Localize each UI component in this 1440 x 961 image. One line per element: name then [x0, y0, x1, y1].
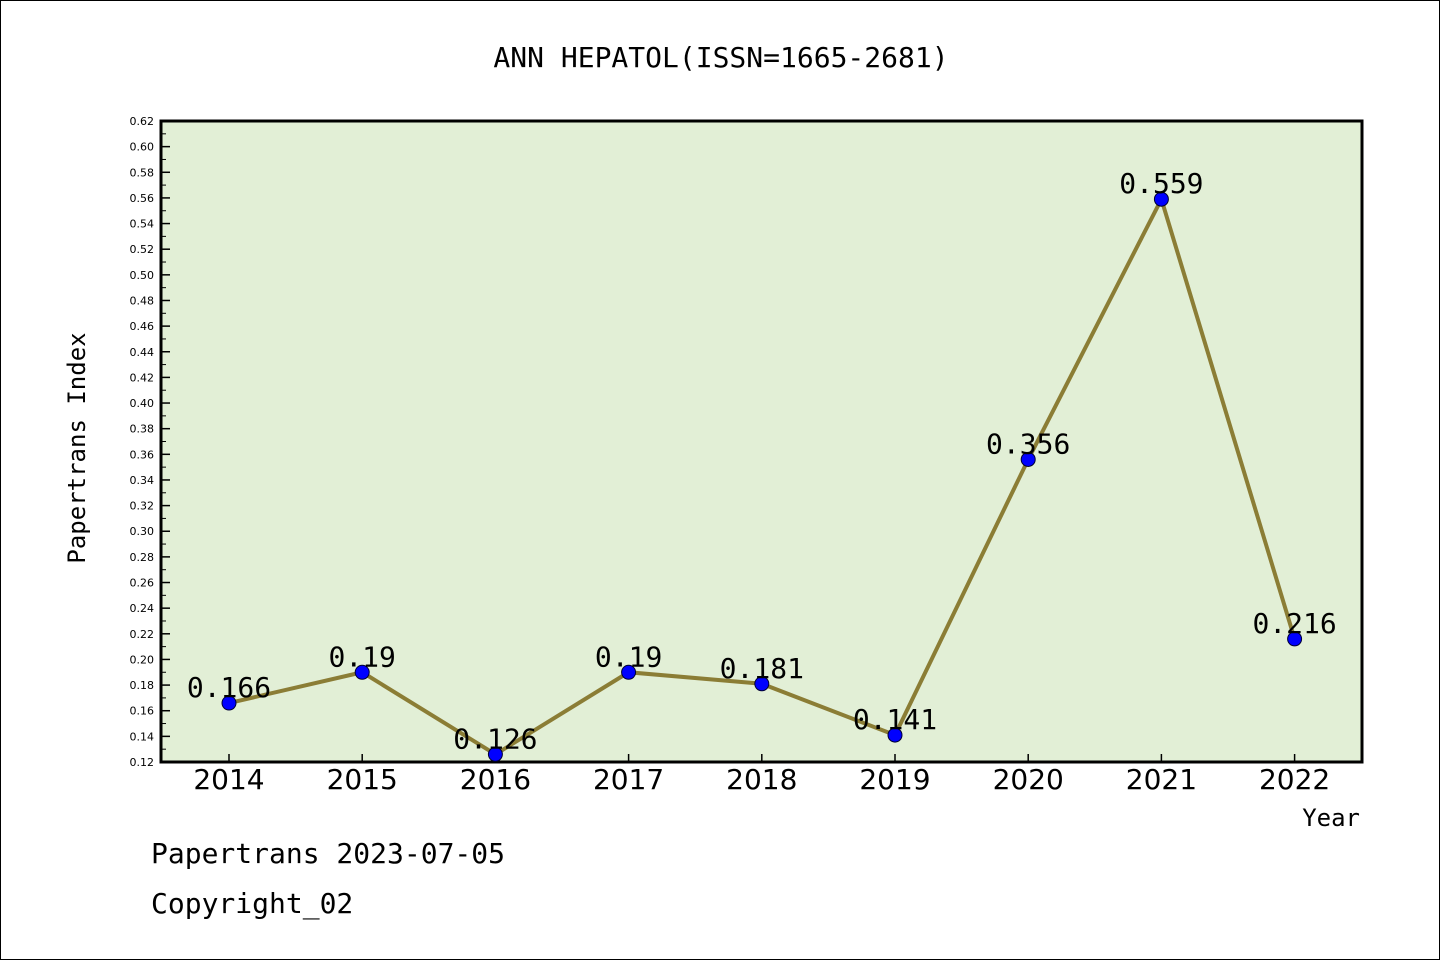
x-tick-label: 2022 — [1259, 763, 1330, 796]
y-tick-label: 0.32 — [130, 500, 155, 513]
data-point — [754, 676, 770, 692]
y-tick-label: 0.26 — [130, 577, 155, 590]
y-tick-label: 0.30 — [130, 525, 155, 538]
y-tick-label: 0.60 — [130, 141, 155, 154]
data-point — [354, 664, 370, 680]
data-label: 0.126 — [453, 722, 537, 755]
data-label: 0.559 — [1119, 167, 1203, 200]
y-tick-label: 0.46 — [130, 320, 155, 333]
data-point — [221, 695, 237, 711]
y-tick-label: 0.62 — [130, 115, 155, 128]
data-label: 0.356 — [986, 427, 1070, 460]
y-tick-label: 0.22 — [130, 628, 155, 641]
x-axis: 2014 2015 2016 2017 2018 2019 2020 2021 2022 — [193, 754, 1330, 796]
x-tick-label: 2015 — [327, 763, 398, 796]
y-tick-label: 0.24 — [130, 602, 155, 615]
y-tick-label: 0.12 — [130, 756, 155, 769]
y-tick-label: 0.38 — [130, 423, 155, 436]
x-tick-label: 2017 — [593, 763, 664, 796]
y-tick-label: 0.52 — [130, 243, 155, 256]
y-tick-label: 0.16 — [130, 705, 155, 718]
y-tick-label: 0.36 — [130, 448, 155, 461]
footer-date: Papertrans 2023-07-05 — [151, 837, 506, 870]
data-label: 0.141 — [853, 703, 937, 736]
y-tick-label: 0.34 — [130, 474, 155, 487]
y-tick-label: 0.54 — [130, 218, 155, 231]
y-tick-label: 0.50 — [130, 269, 155, 282]
data-label: 0.216 — [1252, 607, 1336, 640]
data-label: 0.19 — [595, 640, 662, 673]
x-axis-label: Year — [1302, 804, 1360, 832]
series-group — [221, 191, 1303, 762]
y-tick-label: 0.28 — [130, 551, 155, 564]
y-tick-label: 0.14 — [130, 730, 155, 743]
y-axis-label: Papertrans Index — [63, 332, 91, 563]
y-tick-label: 0.44 — [130, 346, 155, 359]
data-point — [1153, 191, 1169, 207]
y-tick-label: 0.48 — [130, 294, 155, 307]
data-point — [1287, 631, 1303, 647]
x-tick-label: 2021 — [1126, 763, 1197, 796]
x-tick-label: 2016 — [460, 763, 531, 796]
data-point — [487, 746, 503, 762]
data-label: 0.166 — [187, 671, 271, 704]
x-tick-label: 2019 — [859, 763, 930, 796]
y-tick-label: 0.56 — [130, 192, 155, 205]
data-label: 0.19 — [328, 640, 395, 673]
x-tick-label: 2014 — [193, 763, 264, 796]
data-point — [1020, 451, 1036, 467]
x-tick-label: 2020 — [993, 763, 1064, 796]
y-tick-label: 0.58 — [130, 166, 155, 179]
footer-copyright: Copyright_02 — [151, 887, 354, 920]
data-point — [621, 664, 637, 680]
plot-area — [159, 119, 1364, 764]
data-labels: 0.166 0.19 0.126 0.19 0.181 0.141 0.356 0.559 0.… — [187, 167, 1337, 755]
y-axis: 0.12 0.14 0.16 0.18 0.20 0.22 0.24 0.26 0.28 0.30… — [130, 115, 170, 769]
chart-title: ANN HEPATOL(ISSN=1665-2681) — [493, 41, 948, 74]
data-point — [887, 727, 903, 743]
x-tick-label: 2018 — [726, 763, 797, 796]
data-label: 0.181 — [720, 652, 804, 685]
y-tick-label: 0.20 — [130, 653, 155, 666]
y-tick-label: 0.42 — [130, 371, 155, 384]
y-tick-label: 0.40 — [130, 397, 155, 410]
y-tick-label: 0.18 — [130, 679, 155, 692]
